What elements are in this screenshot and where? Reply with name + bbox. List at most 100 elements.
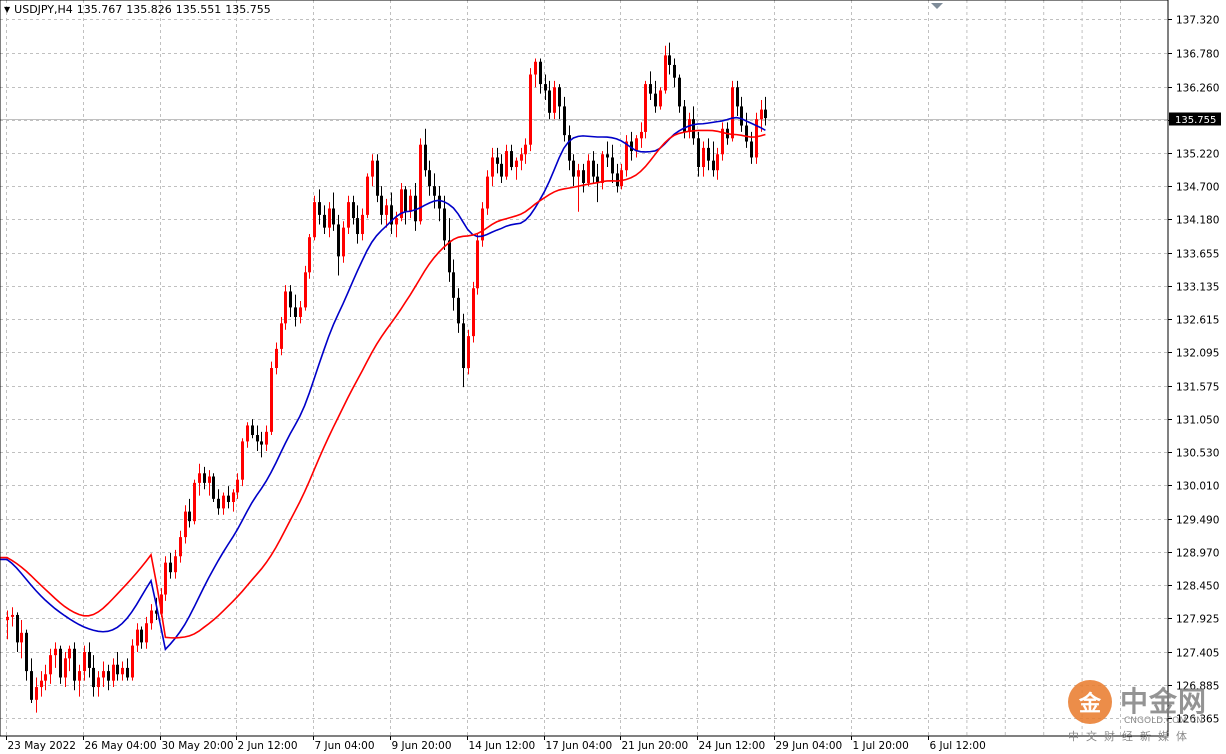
candle-bear bbox=[740, 106, 743, 126]
candle-bull bbox=[721, 128, 724, 155]
candle-bull bbox=[625, 141, 628, 171]
current-price-tag: 135.755 bbox=[1169, 112, 1221, 126]
candle-bull bbox=[78, 671, 81, 681]
x-tick-label: 2 Jun 12:00 bbox=[238, 740, 298, 752]
symbol-label: USDJPY,H4 bbox=[14, 2, 73, 16]
shift-marker-icon[interactable] bbox=[931, 3, 943, 9]
candle-bear bbox=[750, 141, 753, 158]
candle-bull bbox=[601, 154, 604, 183]
candle-bear bbox=[16, 614, 19, 643]
candle-bear bbox=[707, 147, 710, 161]
candle-bear bbox=[630, 141, 633, 152]
candle-bear bbox=[318, 202, 321, 215]
x-tick-label: 6 Jul 12:00 bbox=[930, 740, 986, 752]
candle-bear bbox=[256, 435, 259, 442]
candle-bull bbox=[145, 623, 148, 643]
low-value: 135.551 bbox=[175, 2, 222, 16]
candle-bull bbox=[620, 170, 623, 187]
candle-bull bbox=[755, 119, 758, 158]
candle-bear bbox=[462, 323, 465, 369]
candle-bear bbox=[443, 208, 446, 241]
candle-bear bbox=[404, 189, 407, 212]
y-tick-label: 127.405 bbox=[1176, 648, 1219, 660]
candle-bear bbox=[496, 157, 499, 164]
candle-bull bbox=[174, 556, 177, 573]
candle-bull bbox=[659, 90, 662, 107]
candle-bull bbox=[419, 144, 422, 222]
candle-bull bbox=[179, 537, 182, 557]
candle-bear bbox=[414, 195, 417, 222]
candle-bear bbox=[572, 160, 575, 177]
candle-bear bbox=[59, 648, 62, 678]
watermark-subtitle: 中文财经新媒体 bbox=[1068, 730, 1194, 743]
candle-bull bbox=[553, 87, 556, 113]
candle-bear bbox=[592, 160, 595, 177]
candle-bear bbox=[73, 648, 76, 681]
candle-bull bbox=[6, 616, 9, 621]
candle-bear bbox=[452, 272, 455, 298]
candle-bear bbox=[500, 163, 503, 177]
candle-bull bbox=[520, 154, 523, 161]
candle-bull bbox=[193, 482, 196, 522]
candle-bear bbox=[736, 87, 739, 107]
candle-bear bbox=[25, 632, 28, 672]
candle-bull bbox=[577, 170, 580, 177]
watermark: 金 中金网 CNGOLD.COM.CN 中文财经新媒体 bbox=[1062, 676, 1222, 748]
candle-bull bbox=[400, 189, 403, 219]
triangle-down-icon[interactable]: ▼ bbox=[4, 4, 11, 14]
time-axis[interactable]: 23 May 2022 26 May 04:00 30 May 20:00 2 Jun… bbox=[6, 736, 986, 752]
candle-bull bbox=[635, 138, 638, 152]
plot-frame bbox=[0, 0, 1169, 737]
candle-bear bbox=[548, 90, 551, 113]
candle-bull bbox=[102, 671, 105, 678]
candle-bull bbox=[232, 492, 235, 503]
candle-bull bbox=[121, 667, 124, 675]
candle-bear bbox=[126, 667, 129, 678]
candle-bear bbox=[745, 125, 748, 142]
candle-bear bbox=[654, 93, 657, 107]
x-tick-label: 26 May 04:00 bbox=[85, 740, 157, 752]
candle-bear bbox=[764, 109, 767, 119]
candle-bear bbox=[188, 511, 191, 522]
x-tick-label: 7 Jun 04:00 bbox=[315, 740, 375, 752]
chart-header: ▼ USDJPY,H4 135.767 135.826 135.551 135.… bbox=[4, 2, 271, 16]
candle-bear bbox=[433, 186, 436, 196]
candle-bear bbox=[294, 307, 297, 317]
candle-bull bbox=[246, 425, 249, 442]
candle-bear bbox=[568, 135, 571, 161]
candle-bear bbox=[116, 664, 119, 675]
candle-bear bbox=[227, 495, 230, 503]
candle-bull bbox=[342, 227, 345, 257]
y-tick-label: 127.925 bbox=[1176, 614, 1219, 626]
candle-bull bbox=[131, 645, 134, 678]
candle-bull bbox=[409, 195, 412, 212]
ma-fast-line bbox=[0, 116, 766, 652]
close-value: 135.755 bbox=[225, 2, 271, 16]
y-tick-label: 137.320 bbox=[1176, 15, 1219, 27]
candle-bull bbox=[313, 202, 316, 238]
y-tick-label: 130.010 bbox=[1176, 481, 1219, 493]
y-tick-label: 129.490 bbox=[1176, 515, 1219, 527]
candle-bull bbox=[361, 214, 364, 235]
candle-bear bbox=[616, 173, 619, 187]
candle-bull bbox=[160, 594, 163, 614]
y-tick-label: 132.095 bbox=[1176, 348, 1219, 360]
candle-bull bbox=[270, 368, 273, 432]
candle-bear bbox=[376, 160, 379, 196]
candle-bull bbox=[476, 240, 479, 289]
candle-bear bbox=[217, 498, 220, 509]
candle-bear bbox=[212, 476, 215, 499]
candle-bull bbox=[702, 147, 705, 168]
high-value: 135.826 bbox=[126, 2, 172, 16]
candle-bull bbox=[208, 476, 211, 483]
candle-bear bbox=[697, 138, 700, 168]
candle-bull bbox=[534, 61, 537, 75]
candle-bull bbox=[644, 84, 647, 132]
candle-bull bbox=[49, 655, 52, 675]
candle-bull bbox=[587, 160, 590, 183]
x-tick-label: 9 Jun 20:00 bbox=[392, 740, 452, 752]
candle-bear bbox=[563, 106, 566, 136]
watermark-name: 中金网 bbox=[1120, 685, 1208, 718]
candle-bull bbox=[640, 131, 643, 139]
